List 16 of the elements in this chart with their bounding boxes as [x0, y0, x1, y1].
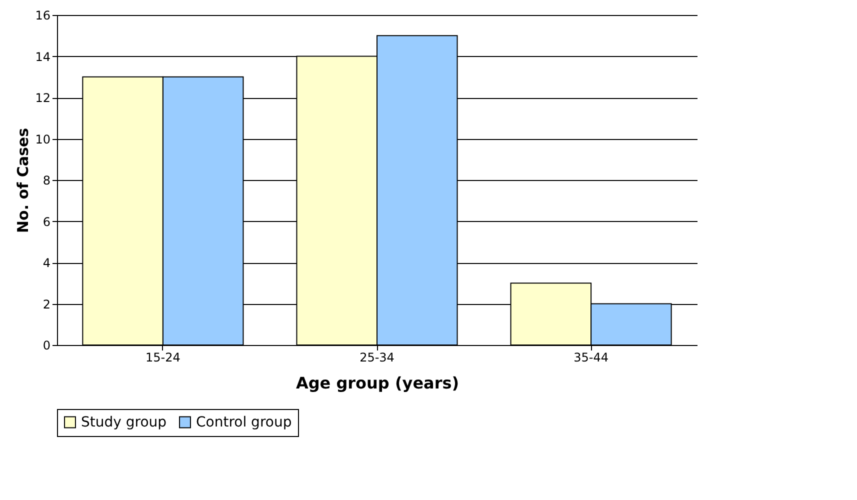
y-tick-label: 4: [42, 256, 50, 270]
y-tick-label: 8: [42, 174, 50, 188]
x-tick-label: 35-44: [574, 350, 608, 364]
y-tick-label: 16: [35, 8, 50, 22]
y-tick-label: 2: [42, 297, 50, 312]
x-axis-title: Age group (years): [296, 374, 460, 392]
x-tick-label: 15-24: [146, 350, 180, 364]
y-tick-label: 14: [35, 50, 50, 64]
legend-label: Study group: [81, 414, 167, 430]
y-tick-label: 6: [42, 214, 50, 229]
x-tick-label: 25-34: [360, 350, 394, 364]
y-tick-label: 0: [42, 338, 50, 352]
y-tick-label: 10: [35, 132, 50, 146]
legend-label: Control group: [196, 414, 292, 430]
y-axis-title: No. of Cases: [14, 128, 32, 233]
y-tick-label: 12: [35, 91, 50, 105]
